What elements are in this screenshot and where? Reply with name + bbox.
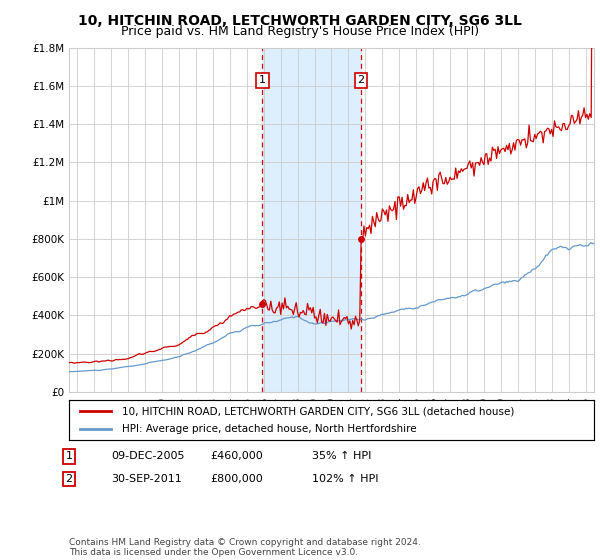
Text: 10, HITCHIN ROAD, LETCHWORTH GARDEN CITY, SG6 3LL: 10, HITCHIN ROAD, LETCHWORTH GARDEN CITY… [78, 14, 522, 28]
Text: 10, HITCHIN ROAD, LETCHWORTH GARDEN CITY, SG6 3LL (detached house): 10, HITCHIN ROAD, LETCHWORTH GARDEN CITY… [121, 407, 514, 417]
Text: 102% ↑ HPI: 102% ↑ HPI [312, 474, 379, 484]
Text: £800,000: £800,000 [210, 474, 263, 484]
Text: Price paid vs. HM Land Registry's House Price Index (HPI): Price paid vs. HM Land Registry's House … [121, 25, 479, 38]
Text: 30-SEP-2011: 30-SEP-2011 [111, 474, 182, 484]
Text: 35% ↑ HPI: 35% ↑ HPI [312, 451, 371, 461]
Text: 09-DEC-2005: 09-DEC-2005 [111, 451, 185, 461]
Text: Contains HM Land Registry data © Crown copyright and database right 2024.
This d: Contains HM Land Registry data © Crown c… [69, 538, 421, 557]
Text: £460,000: £460,000 [210, 451, 263, 461]
Text: 1: 1 [65, 451, 73, 461]
Bar [262, 48, 361, 392]
Text: 2: 2 [358, 75, 365, 85]
Text: 1: 1 [259, 75, 266, 85]
Text: HPI: Average price, detached house, North Hertfordshire: HPI: Average price, detached house, Nort… [121, 423, 416, 433]
Text: 2: 2 [65, 474, 73, 484]
